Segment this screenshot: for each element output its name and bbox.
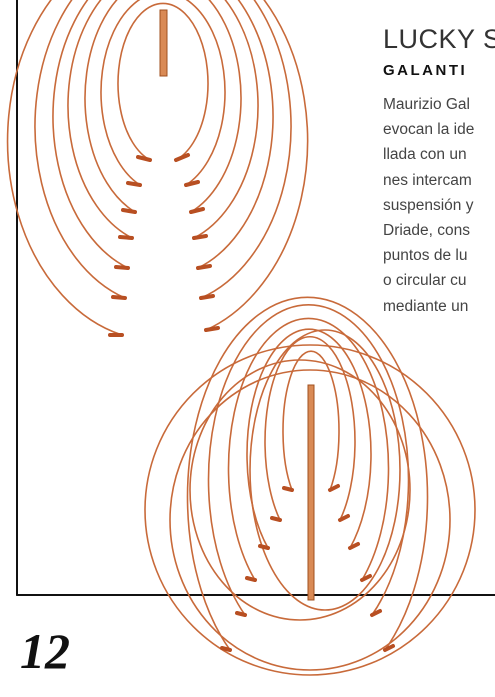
lamp-bar	[160, 10, 167, 76]
lamp-bar	[308, 385, 314, 600]
text-line: puntos de lu	[383, 243, 474, 268]
top-lamp	[8, 0, 308, 335]
text-line: nes intercam	[383, 168, 474, 193]
text-line: llada con un	[383, 142, 474, 167]
text-line: evocan la ide	[383, 117, 474, 142]
page: {"article": {"heading": "LUCKY S", "subh…	[0, 0, 495, 697]
text-line: Driade, cons	[383, 218, 474, 243]
text-line: o circular cu	[383, 268, 474, 293]
subheading: GALANTI	[383, 62, 467, 79]
wire-tips	[110, 155, 218, 335]
heading: LUCKY S	[383, 24, 495, 55]
text-line: mediante un	[383, 294, 474, 319]
page-number: 12	[20, 622, 70, 680]
text-line: Maurizio Gal	[383, 92, 474, 117]
text-line: suspensión y	[383, 193, 474, 218]
